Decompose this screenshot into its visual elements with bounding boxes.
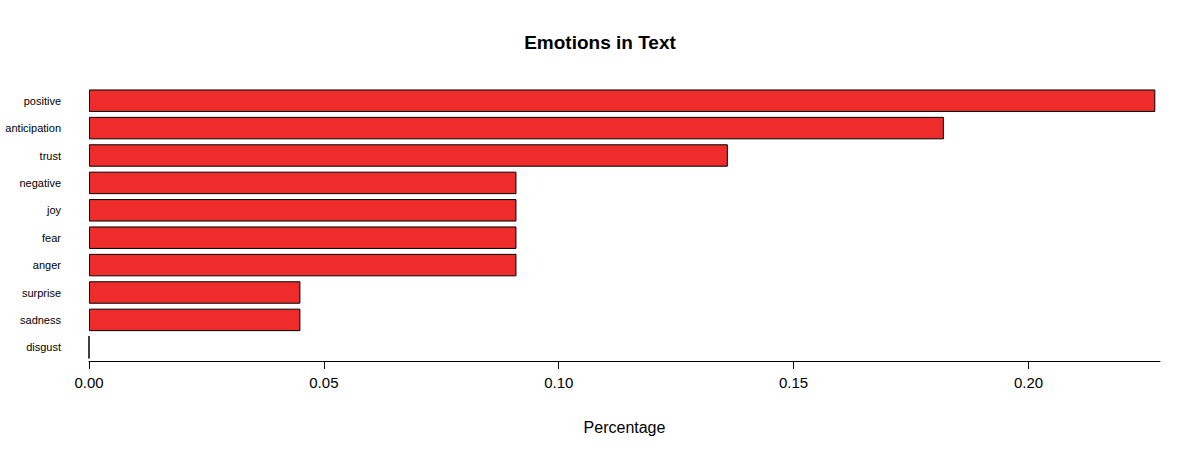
svg-text:Emotions in Text: Emotions in Text bbox=[524, 32, 676, 53]
svg-text:sadness: sadness bbox=[20, 314, 61, 326]
svg-text:negative: negative bbox=[19, 177, 61, 189]
svg-text:0.15: 0.15 bbox=[779, 374, 808, 391]
svg-text:fear: fear bbox=[42, 232, 61, 244]
svg-text:disgust: disgust bbox=[26, 341, 61, 353]
svg-text:0.10: 0.10 bbox=[544, 374, 573, 391]
svg-text:trust: trust bbox=[40, 150, 61, 162]
svg-text:0.05: 0.05 bbox=[309, 374, 338, 391]
svg-text:anger: anger bbox=[33, 259, 61, 271]
svg-text:Percentage: Percentage bbox=[584, 419, 666, 436]
svg-text:joy: joy bbox=[46, 204, 62, 216]
svg-text:surprise: surprise bbox=[22, 287, 61, 299]
svg-text:0.00: 0.00 bbox=[74, 374, 103, 391]
svg-text:0.20: 0.20 bbox=[1014, 374, 1043, 391]
svg-text:positive: positive bbox=[24, 95, 61, 107]
svg-text:anticipation: anticipation bbox=[5, 122, 61, 134]
